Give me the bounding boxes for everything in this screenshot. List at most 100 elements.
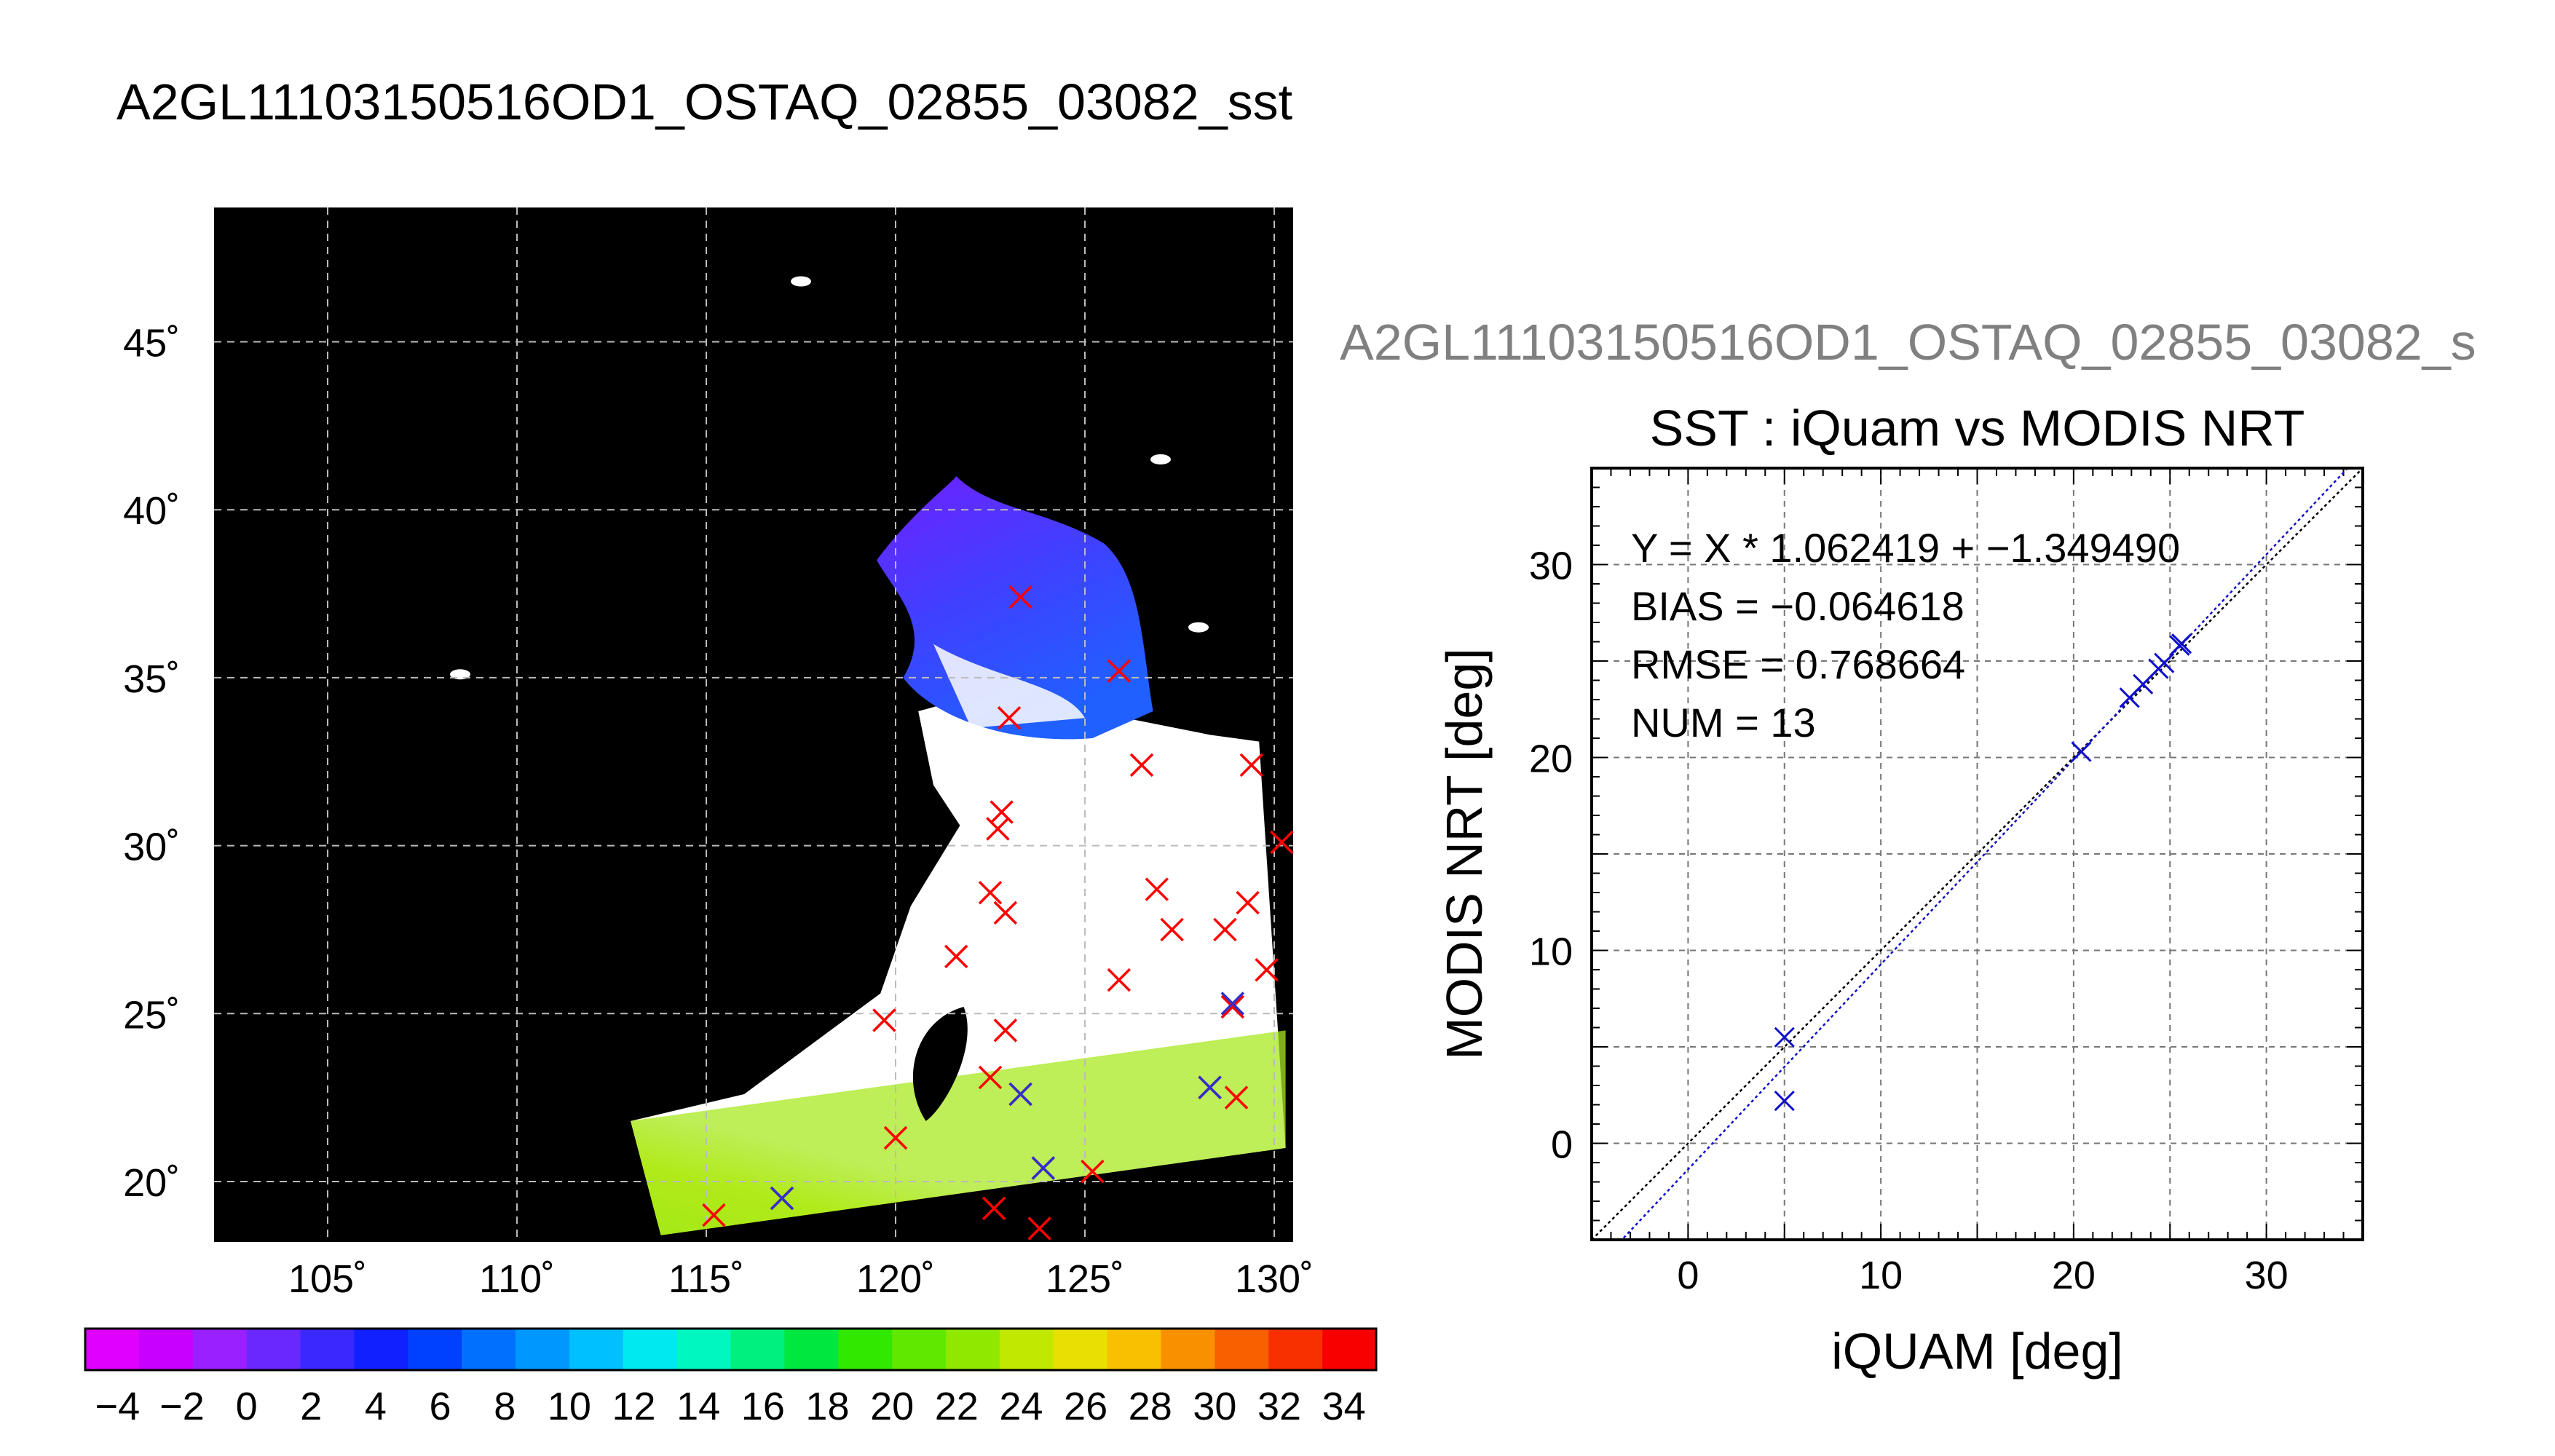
scatter-point — [2071, 741, 2092, 762]
map-blue-marker — [1220, 992, 1245, 1016]
map-blue-marker — [1198, 1075, 1222, 1100]
x-tick-label: 20 — [2052, 1254, 2096, 1297]
map-red-marker — [993, 1018, 1018, 1042]
colorbar-segment — [946, 1329, 1000, 1370]
x-tick-label: 10 — [1859, 1254, 1903, 1297]
colorbar-tick-label: 0 — [236, 1385, 258, 1428]
lon-label: 120˚ — [856, 1257, 935, 1301]
colorbar-segment — [1161, 1329, 1215, 1370]
map-red-marker — [993, 901, 1018, 925]
map-red-marker — [1160, 917, 1184, 942]
island-speck — [791, 276, 811, 287]
map-red-marker — [978, 880, 1003, 905]
lat-label: 45˚ — [123, 322, 180, 365]
colorbar-segment — [85, 1329, 140, 1370]
y-tick-label: 20 — [1529, 737, 1573, 781]
colorbar-tick-label: 4 — [365, 1385, 387, 1428]
map-red-marker — [1008, 585, 1032, 609]
stat-line: NUM = 13 — [1631, 700, 1816, 745]
stat-line: RMSE = 0.768664 — [1631, 641, 1965, 687]
scatter-point — [1774, 1026, 1795, 1048]
map-red-marker — [1239, 753, 1264, 778]
map-red-marker — [982, 1196, 1006, 1221]
sst-map: 45˚ 40˚ 35˚ 30˚ 25˚ 20˚ 105˚ 110˚ 115˚ 120˚ 125˚ 13… — [123, 207, 1314, 1301]
map-red-marker — [1081, 1159, 1105, 1184]
colorbar-tick-label: 18 — [805, 1385, 849, 1428]
colorbar-tick-label: 2 — [300, 1385, 322, 1428]
x-tick-label: 30 — [2245, 1254, 2289, 1297]
map-grid — [214, 207, 1293, 1242]
colorbar-tick-label: 34 — [1322, 1385, 1366, 1428]
map-red-marker — [1145, 877, 1169, 901]
scatter-grid — [1592, 468, 2363, 1240]
colorbar-segment — [192, 1329, 248, 1370]
colorbar-tick-label: 12 — [612, 1385, 655, 1428]
colorbar-segment — [838, 1329, 893, 1370]
colorbar-tick-label: 16 — [741, 1385, 785, 1428]
map-red-marker — [1224, 1085, 1249, 1109]
map-red-marker — [1107, 659, 1132, 683]
colorbar-segment — [784, 1329, 839, 1370]
lat-label: 20˚ — [123, 1161, 180, 1205]
map-red-marker — [997, 706, 1022, 730]
colorbar-tick-label: 6 — [430, 1385, 451, 1428]
fit-line — [1620, 468, 2349, 1240]
lon-label: 105˚ — [288, 1257, 367, 1301]
cloud-patch — [933, 644, 1085, 729]
colorbar-tick-label: 22 — [935, 1385, 979, 1428]
scatter-point — [2171, 633, 2192, 654]
stat-line: Y = X * 1.062419 + −1.349490 — [1631, 525, 2180, 571]
colorbar-segment — [1053, 1329, 1108, 1370]
y-tick-label: 10 — [1529, 930, 1573, 974]
colorbar-frame — [84, 1327, 1378, 1372]
lon-label: 110˚ — [479, 1257, 555, 1301]
island-speck — [1150, 454, 1171, 465]
map-red-marker — [944, 944, 968, 969]
scatter-point — [2154, 652, 2175, 673]
colorbar-segment — [1322, 1329, 1377, 1370]
y-tick-label: 30 — [1529, 545, 1573, 588]
map-red-marker — [702, 1203, 726, 1227]
reference-lines — [1592, 468, 2363, 1240]
one-to-one-line — [1592, 468, 2363, 1240]
map-blue-marker — [770, 1186, 794, 1211]
colorbar-tick-label: 8 — [494, 1385, 516, 1428]
colorbar-segment — [300, 1329, 355, 1370]
scatter-subtitle: A2GL11103150516OD1_OSTAQ_02855_03082_s — [1340, 314, 2476, 371]
colorbar-segment — [676, 1329, 732, 1370]
map-markers — [702, 585, 1294, 1241]
lon-label: 115˚ — [668, 1257, 744, 1301]
colorbar-segment — [138, 1329, 194, 1370]
colorbar-segment — [999, 1329, 1054, 1370]
colorbar-segment — [1107, 1329, 1162, 1370]
scatter-points — [1774, 633, 2192, 1112]
scatter-point — [1774, 1091, 1795, 1112]
colorbar-segment — [892, 1329, 947, 1370]
colorbar-tick-label: 24 — [999, 1385, 1043, 1428]
colorbar-segment — [1268, 1329, 1323, 1370]
map-red-marker — [978, 1065, 1003, 1090]
map-red-marker — [1270, 830, 1294, 855]
map-red-marker — [1107, 968, 1132, 992]
map-red-marker — [1129, 753, 1154, 778]
chart-title: SST : iQuam vs MODIS NRT — [1650, 400, 2305, 456]
colorbar: −4 −2 0 2 4 6 8 10 12 14 16 18 20 22 24 26 28 30 32 34 — [84, 1327, 1378, 1428]
colorbar-segment — [462, 1329, 516, 1370]
map-red-marker — [1027, 1216, 1051, 1241]
colorbar-tick-label: 26 — [1064, 1385, 1107, 1428]
lat-label: 30˚ — [123, 826, 180, 869]
lon-label: 130˚ — [1235, 1257, 1314, 1301]
map-red-marker — [986, 817, 1010, 841]
map-red-marker — [1213, 917, 1237, 942]
colorbar-segment — [408, 1329, 462, 1370]
island-speck — [1188, 622, 1209, 633]
lat-label: 40˚ — [123, 489, 180, 533]
colorbar-segment — [569, 1329, 624, 1370]
colorbar-tick-label: 10 — [548, 1385, 591, 1428]
colorbar-tick-label: −4 — [95, 1385, 141, 1428]
colorbar-segment — [1215, 1329, 1269, 1370]
x-tick-label: 0 — [1677, 1254, 1699, 1297]
colorbar-tick-label: 28 — [1129, 1385, 1172, 1428]
colorbar-tick-label: −2 — [159, 1385, 205, 1428]
